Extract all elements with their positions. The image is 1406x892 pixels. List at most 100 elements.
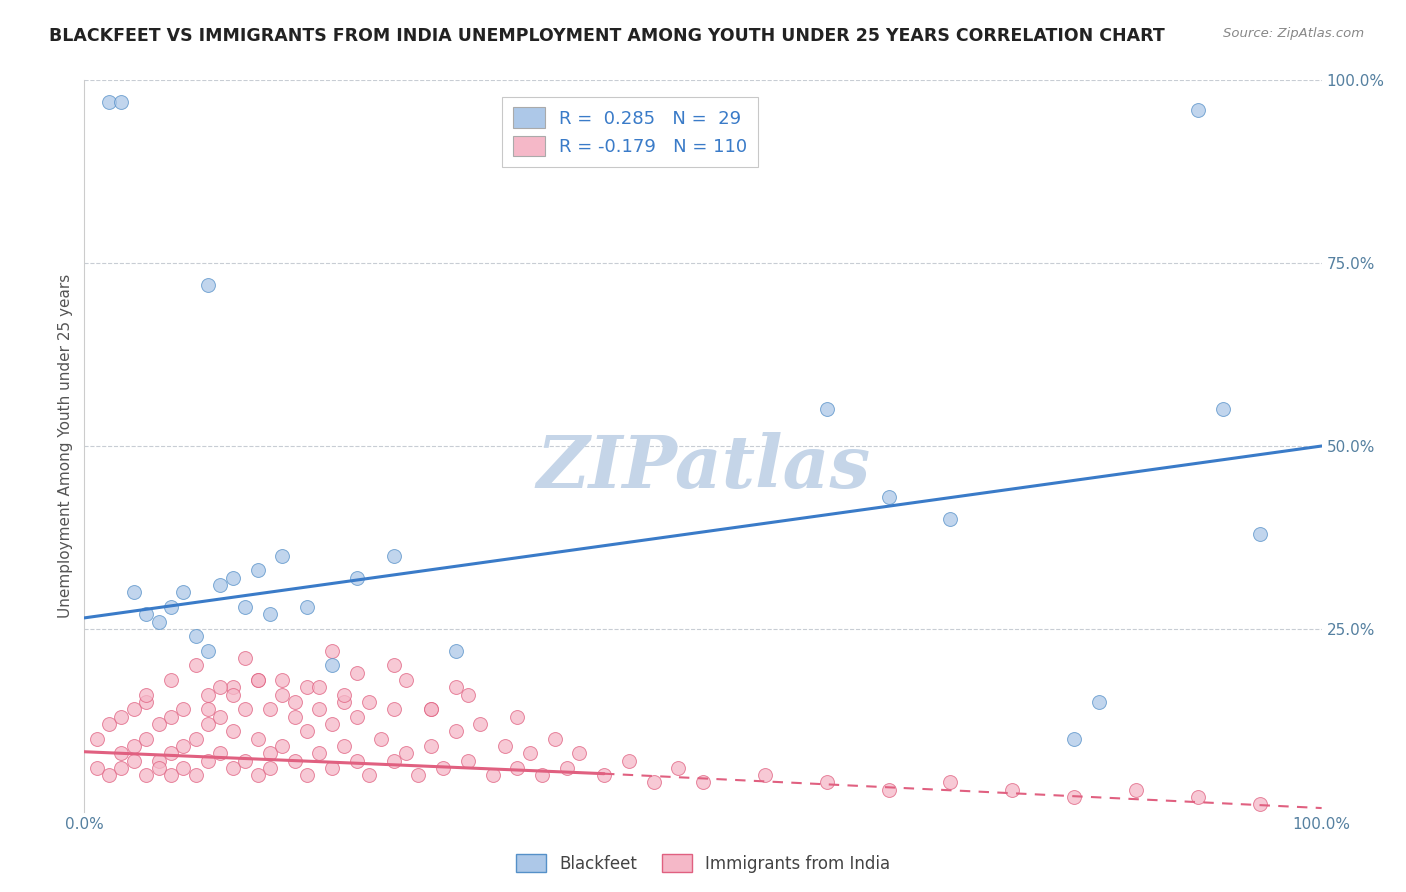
Point <box>543 731 565 746</box>
Point <box>419 739 441 753</box>
Point <box>877 490 900 504</box>
Point <box>593 768 616 782</box>
Point <box>1125 782 1147 797</box>
Point <box>259 761 281 775</box>
Point <box>444 644 467 658</box>
Point <box>815 775 838 789</box>
Point <box>555 761 578 775</box>
Point <box>568 746 591 760</box>
Point <box>148 717 170 731</box>
Point <box>271 739 294 753</box>
Point <box>197 717 219 731</box>
Point <box>357 695 380 709</box>
Point <box>333 688 356 702</box>
Point <box>222 761 245 775</box>
Point <box>148 761 170 775</box>
Point <box>148 615 170 629</box>
Point <box>246 768 269 782</box>
Point <box>754 768 776 782</box>
Point <box>110 95 132 110</box>
Point <box>815 402 838 417</box>
Point <box>295 681 318 695</box>
Point <box>457 688 479 702</box>
Point <box>444 724 467 739</box>
Text: Source: ZipAtlas.com: Source: ZipAtlas.com <box>1223 27 1364 40</box>
Point <box>184 768 207 782</box>
Point <box>222 724 245 739</box>
Point <box>209 578 232 592</box>
Point <box>222 571 245 585</box>
Point <box>939 775 962 789</box>
Point <box>346 571 368 585</box>
Point <box>481 768 503 782</box>
Point <box>233 599 256 614</box>
Point <box>333 695 356 709</box>
Point <box>197 702 219 716</box>
Point <box>295 768 318 782</box>
Point <box>160 746 183 760</box>
Point <box>110 746 132 760</box>
Point <box>197 278 219 293</box>
Point <box>110 709 132 723</box>
Point <box>222 688 245 702</box>
Point <box>506 709 529 723</box>
Point <box>295 599 318 614</box>
Point <box>432 761 454 775</box>
Point <box>209 709 232 723</box>
Point <box>370 731 392 746</box>
Point <box>308 681 330 695</box>
Point <box>246 731 269 746</box>
Point <box>122 739 145 753</box>
Point <box>284 695 307 709</box>
Point <box>494 739 516 753</box>
Point <box>395 746 418 760</box>
Point <box>1001 782 1024 797</box>
Point <box>259 702 281 716</box>
Point <box>259 607 281 622</box>
Point <box>346 754 368 768</box>
Point <box>209 681 232 695</box>
Point <box>135 768 157 782</box>
Point <box>408 768 430 782</box>
Point <box>233 651 256 665</box>
Point <box>197 688 219 702</box>
Point <box>1063 790 1085 805</box>
Point <box>271 688 294 702</box>
Point <box>246 673 269 687</box>
Point <box>135 688 157 702</box>
Point <box>98 768 121 782</box>
Text: ZIPatlas: ZIPatlas <box>536 433 870 503</box>
Point <box>321 717 343 731</box>
Point <box>395 673 418 687</box>
Point <box>172 585 194 599</box>
Point <box>1249 797 1271 812</box>
Point <box>1187 790 1209 805</box>
Point <box>284 709 307 723</box>
Point <box>419 702 441 716</box>
Point <box>259 746 281 760</box>
Point <box>172 702 194 716</box>
Y-axis label: Unemployment Among Youth under 25 years: Unemployment Among Youth under 25 years <box>58 274 73 618</box>
Point <box>617 754 640 768</box>
Point <box>271 673 294 687</box>
Point <box>308 746 330 760</box>
Point <box>333 739 356 753</box>
Point <box>135 695 157 709</box>
Point <box>160 709 183 723</box>
Point <box>1088 695 1111 709</box>
Point <box>86 731 108 746</box>
Point <box>184 731 207 746</box>
Point <box>110 761 132 775</box>
Point <box>321 761 343 775</box>
Point <box>197 644 219 658</box>
Point <box>382 702 405 716</box>
Point <box>160 673 183 687</box>
Point <box>308 702 330 716</box>
Point <box>135 607 157 622</box>
Point <box>135 731 157 746</box>
Point <box>246 563 269 577</box>
Point <box>148 754 170 768</box>
Point <box>184 658 207 673</box>
Legend: Blackfeet, Immigrants from India: Blackfeet, Immigrants from India <box>509 847 897 880</box>
Point <box>197 754 219 768</box>
